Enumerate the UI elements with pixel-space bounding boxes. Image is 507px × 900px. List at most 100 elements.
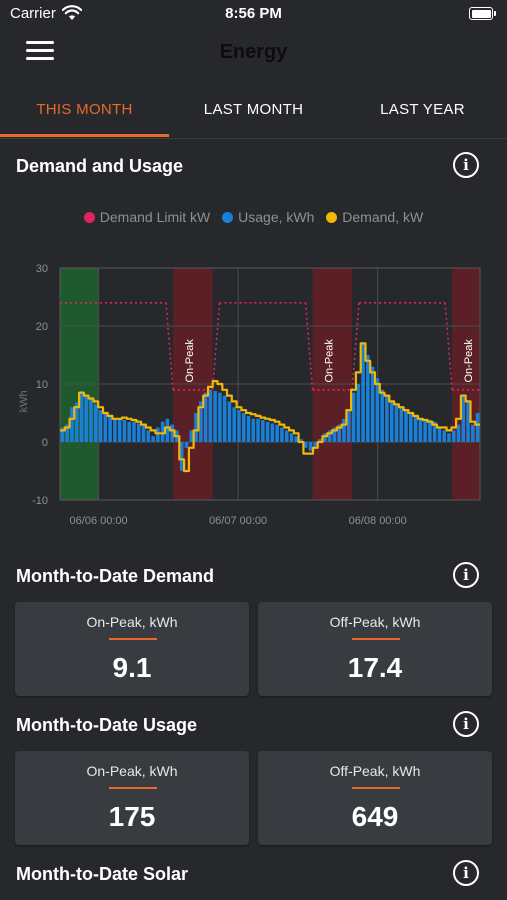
y-axis-label: kWh — [18, 390, 30, 412]
usage-bar — [227, 401, 232, 442]
x-tick-label: 06/08 00:00 — [349, 515, 407, 527]
mtd-usage-on-peak-card: On-Peak, kWh 175 — [15, 751, 249, 845]
usage-bar — [447, 433, 451, 442]
usage-bar — [203, 392, 208, 442]
demand-line — [60, 342, 480, 473]
legend-dot-usage — [222, 212, 234, 223]
usage-bar — [304, 442, 308, 448]
on-peak-label: On-Peak — [184, 339, 196, 383]
card-label: Off-Peak, kWh — [329, 763, 421, 779]
usage-bar — [208, 389, 213, 442]
usage-bar — [151, 436, 155, 442]
usage-bar — [275, 424, 279, 442]
y-tick-label: 10 — [36, 379, 48, 391]
nav-bar: Energy — [0, 28, 507, 78]
card-value: 17.4 — [347, 652, 403, 683]
usage-bar — [437, 427, 442, 442]
x-tick-label: 06/06 00:00 — [70, 515, 128, 527]
legend-item-usage: Usage, kWh — [222, 209, 314, 225]
usage-bar — [156, 427, 160, 442]
usage-bar — [127, 421, 131, 442]
card-value: 175 — [108, 801, 156, 832]
mtd-demand-on-peak-card: On-Peak, kWh 9.1 — [15, 602, 249, 696]
demand-usage-title: Demand and Usage — [16, 156, 184, 176]
usage-bar — [213, 390, 217, 442]
usage-bar — [117, 418, 122, 442]
y-tick-label: 30 — [36, 263, 48, 275]
demand-limit-line — [304, 302, 314, 390]
tab-last-month[interactable]: LAST MONTH — [203, 101, 304, 118]
usage-bar — [366, 355, 370, 442]
usage-bar — [189, 430, 194, 442]
usage-bar — [179, 442, 184, 471]
tab-this-month[interactable]: THIS MONTH — [36, 101, 133, 118]
legend-item-demand-limit: Demand Limit kW — [83, 209, 211, 225]
usage-bar — [323, 433, 327, 442]
usage-bar — [370, 366, 375, 442]
legend-label: Demand Limit kW — [99, 209, 211, 225]
usage-bar — [413, 415, 418, 442]
usage-bar — [122, 419, 127, 442]
page-title: Energy — [219, 41, 288, 63]
mtd-demand-off-peak-card: Off-Peak, kWh 17.4 — [258, 602, 492, 696]
legend-item-demand: Demand, kW — [326, 209, 423, 225]
demand-usage-chart: -10 0 10 20 30 06/06 00:00 06/07 00:00 06/08 00… — [18, 263, 481, 527]
wifi-icon — [62, 5, 82, 20]
usage-bar — [65, 424, 69, 442]
usage-bar — [170, 424, 174, 442]
usage-bar — [103, 413, 108, 442]
menu-icon[interactable] — [26, 41, 54, 63]
usage-bar — [241, 413, 246, 442]
demand-limit-line — [211, 302, 221, 390]
usage-bar — [318, 439, 322, 442]
usage-bar — [346, 410, 351, 442]
mtd-demand-title: Month-to-Date Demand — [16, 566, 214, 586]
usage-bar — [60, 427, 65, 442]
usage-bar — [160, 421, 165, 442]
usage-bar — [375, 378, 380, 442]
mtd-solar-title: Month-to-Date Solar — [16, 864, 188, 884]
usage-bar — [141, 424, 146, 442]
card-value: 649 — [351, 801, 399, 832]
y-tick-label: 20 — [36, 321, 48, 333]
plot-border — [59, 267, 481, 501]
usage-bar — [132, 421, 136, 442]
usage-bar — [70, 407, 74, 442]
mtd-usage-off-peak-card: Off-Peak, kWh 649 — [258, 751, 492, 845]
card-divider — [109, 638, 157, 640]
usage-bar — [313, 442, 318, 448]
usage-bar — [428, 419, 432, 442]
legend-dot-demand — [326, 212, 338, 223]
card-label: On-Peak, kWh — [86, 763, 178, 779]
mtd-solar-info-icon[interactable]: i — [453, 860, 479, 886]
usage-bar — [356, 384, 361, 442]
usage-bar — [136, 423, 141, 442]
usage-bar — [84, 395, 89, 442]
carrier-label: Carrier — [10, 5, 56, 22]
card-label: Off-Peak, kWh — [329, 614, 421, 630]
legend-dot-demand-limit — [83, 212, 95, 223]
usage-bar — [466, 401, 470, 442]
active-tab-indicator — [0, 134, 169, 137]
y-tick-label: 0 — [42, 437, 48, 449]
usage-bar — [218, 392, 222, 442]
legend-label: Demand, kW — [342, 209, 424, 225]
demand-limit-line — [444, 302, 453, 390]
usage-bar — [251, 418, 256, 442]
usage-bar — [270, 423, 275, 442]
mtd-demand-info-icon[interactable]: i — [453, 562, 479, 588]
tab-last-year[interactable]: LAST YEAR — [380, 101, 465, 118]
usage-bar — [265, 421, 270, 442]
mtd-usage-info-icon[interactable]: i — [453, 711, 479, 737]
usage-bar — [451, 430, 456, 442]
legend-label: Usage, kWh — [238, 209, 315, 225]
usage-bar — [237, 410, 241, 442]
card-value: 9.1 — [112, 652, 152, 683]
usage-bar — [289, 433, 294, 442]
usage-bar — [475, 413, 480, 442]
usage-bar — [327, 430, 332, 442]
demand-usage-info-icon[interactable]: i — [453, 152, 479, 178]
usage-bar — [284, 430, 289, 442]
usage-bar — [222, 395, 227, 442]
usage-bar — [385, 395, 389, 442]
